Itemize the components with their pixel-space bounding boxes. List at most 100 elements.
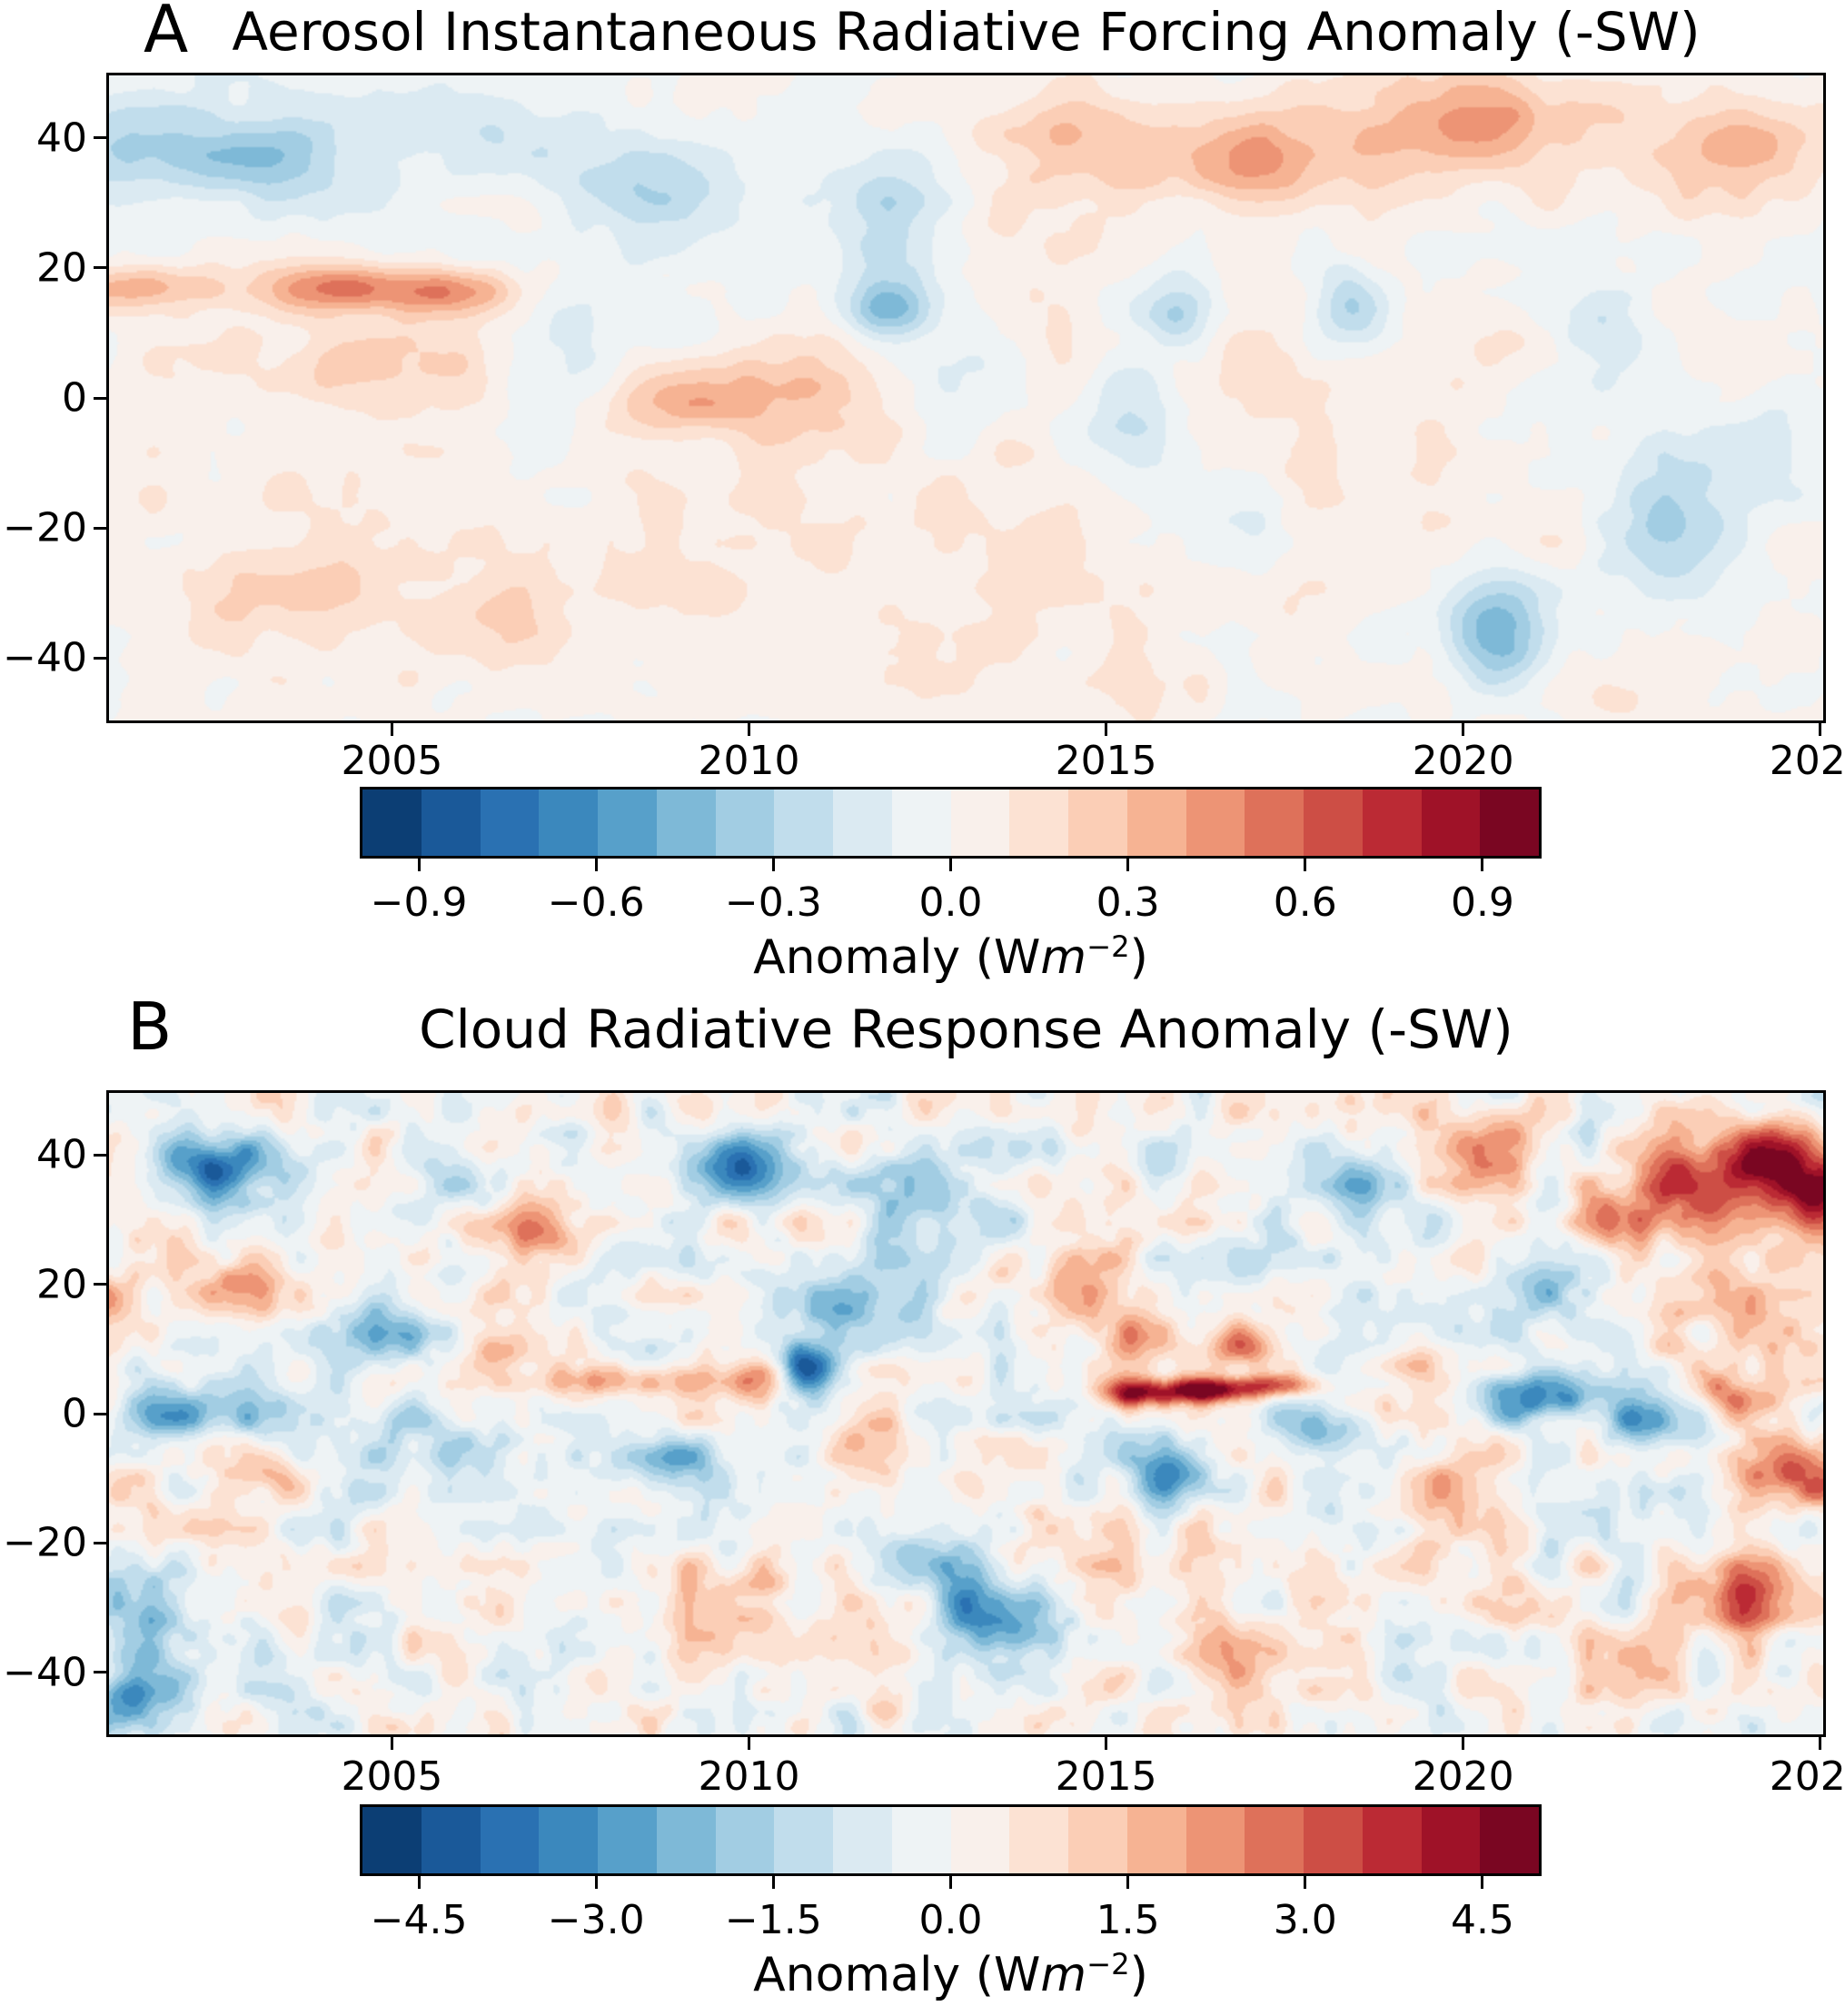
x-tick-mark <box>748 723 751 736</box>
y-tick-mark <box>94 1671 106 1674</box>
x-tick-label: 2015 <box>1055 1753 1157 1800</box>
colorbar-segment <box>1362 1807 1422 1873</box>
panel-a-contour-canvas <box>109 75 1823 720</box>
colorbar-segment <box>950 1807 1010 1873</box>
colorbar-label-m: m <box>1040 930 1087 985</box>
y-tick-mark <box>94 656 106 660</box>
y-tick-label: −20 <box>3 1519 87 1566</box>
colorbar-label-text: Anomaly (W <box>753 1948 1041 2002</box>
colorbar-label-exponent: −2 <box>1086 929 1130 965</box>
colorbar-tick-label: −0.9 <box>370 879 468 926</box>
y-tick-label: −40 <box>3 634 87 681</box>
y-tick-mark <box>94 1412 106 1415</box>
y-tick-label: −20 <box>3 504 87 551</box>
colorbar-tick-label: 1.5 <box>1096 1897 1160 1943</box>
colorbar-segment <box>656 790 716 856</box>
panel-a-plot-area <box>106 73 1826 723</box>
panel-b-letter: B <box>127 988 173 1065</box>
x-tick-label: 2020 <box>1412 1753 1514 1800</box>
colorbar-segment <box>950 790 1010 856</box>
x-tick-label: 2010 <box>698 738 800 784</box>
x-tick-label: 2005 <box>341 1753 443 1800</box>
colorbar-tick-label: −0.3 <box>724 879 822 926</box>
y-tick-mark <box>94 1153 106 1157</box>
colorbar-tick-label: 0.0 <box>918 879 983 926</box>
colorbar-tick-mark <box>594 1876 598 1889</box>
y-tick-label: 20 <box>36 244 87 292</box>
panel-a-title: Aerosol Instantaneous Radiative Forcing … <box>232 1 1701 63</box>
colorbar-tick-label: 0.6 <box>1273 879 1337 926</box>
colorbar-segment <box>715 790 775 856</box>
colorbar-tick-label: 0.0 <box>918 1897 983 1943</box>
panel-a-letter: A <box>144 0 189 67</box>
colorbar-tick-mark <box>949 859 952 871</box>
colorbar-label-close: ) <box>1129 1948 1148 2002</box>
colorbar-segment <box>480 790 540 856</box>
x-tick-mark <box>748 1737 751 1750</box>
colorbar-label-m: m <box>1040 1948 1087 2002</box>
colorbar-tick-mark <box>1481 1876 1484 1889</box>
colorbar-segment <box>1009 1807 1068 1873</box>
x-tick-label: 2020 <box>1412 738 1514 784</box>
colorbar-segment <box>1304 790 1363 856</box>
colorbar-segment <box>1185 1807 1245 1873</box>
colorbar-tick-label: −1.5 <box>724 1897 822 1943</box>
panel-a-colorbar <box>360 787 1542 859</box>
colorbar-tick-label: 4.5 <box>1450 1897 1514 1943</box>
x-tick-label: 2015 <box>1055 738 1157 784</box>
colorbar-tick-mark <box>771 859 775 871</box>
colorbar-segment <box>1068 790 1127 856</box>
colorbar-tick-label: 3.0 <box>1273 1897 1337 1943</box>
colorbar-segment <box>715 1807 775 1873</box>
colorbar-segment <box>598 1807 657 1873</box>
colorbar-tick-mark <box>594 859 598 871</box>
panel-b-colorbar-label: Anomaly (Wm−2) <box>360 1947 1542 2002</box>
x-tick-label: 2005 <box>341 738 443 784</box>
y-tick-mark <box>94 526 106 530</box>
panel-b-plot-area <box>106 1090 1826 1737</box>
colorbar-tick-mark <box>1126 1876 1130 1889</box>
colorbar-tick-mark <box>949 1876 952 1889</box>
colorbar-segment <box>480 1807 540 1873</box>
colorbar-tick-label: 0.3 <box>1096 879 1160 926</box>
y-tick-mark <box>94 266 106 270</box>
colorbar-segment <box>539 790 598 856</box>
colorbar-segment <box>1421 790 1481 856</box>
colorbar-segment <box>421 1807 481 1873</box>
y-tick-label: 0 <box>62 374 87 422</box>
y-tick-mark <box>94 1283 106 1286</box>
colorbar-segment <box>1185 790 1245 856</box>
x-tick-label: 2025 <box>1769 1753 1845 1800</box>
colorbar-segment <box>421 790 481 856</box>
colorbar-segment <box>1245 790 1304 856</box>
colorbar-segment <box>891 1807 951 1873</box>
colorbar-tick-mark <box>1304 1876 1307 1889</box>
colorbar-segment <box>833 1807 892 1873</box>
colorbar-segment <box>1126 790 1186 856</box>
y-tick-label: 40 <box>36 114 87 162</box>
colorbar-tick-mark <box>417 1876 421 1889</box>
colorbar-segment <box>656 1807 716 1873</box>
colorbar-tick-mark <box>1304 859 1307 871</box>
panel-b-title: Cloud Radiative Response Anomaly (-SW) <box>419 998 1513 1060</box>
y-tick-label: 40 <box>36 1131 87 1178</box>
colorbar-tick-mark <box>771 1876 775 1889</box>
x-tick-mark <box>390 723 393 736</box>
colorbar-segment <box>1245 1807 1304 1873</box>
colorbar-segment <box>774 790 833 856</box>
colorbar-segment <box>774 1807 833 1873</box>
y-tick-label: −40 <box>3 1649 87 1696</box>
colorbar-segment <box>1480 790 1539 856</box>
colorbar-segment <box>1421 1807 1481 1873</box>
colorbar-tick-mark <box>1126 859 1130 871</box>
colorbar-segment <box>362 1807 422 1873</box>
colorbar-segment <box>1304 1807 1363 1873</box>
panel-b-contour-canvas <box>109 1093 1823 1734</box>
colorbar-tick-label: −4.5 <box>370 1897 468 1943</box>
colorbar-segment <box>833 790 892 856</box>
x-tick-mark <box>1819 723 1822 736</box>
colorbar-label-exponent: −2 <box>1086 1947 1130 1982</box>
colorbar-tick-mark <box>1481 859 1484 871</box>
y-tick-mark <box>94 1541 106 1544</box>
